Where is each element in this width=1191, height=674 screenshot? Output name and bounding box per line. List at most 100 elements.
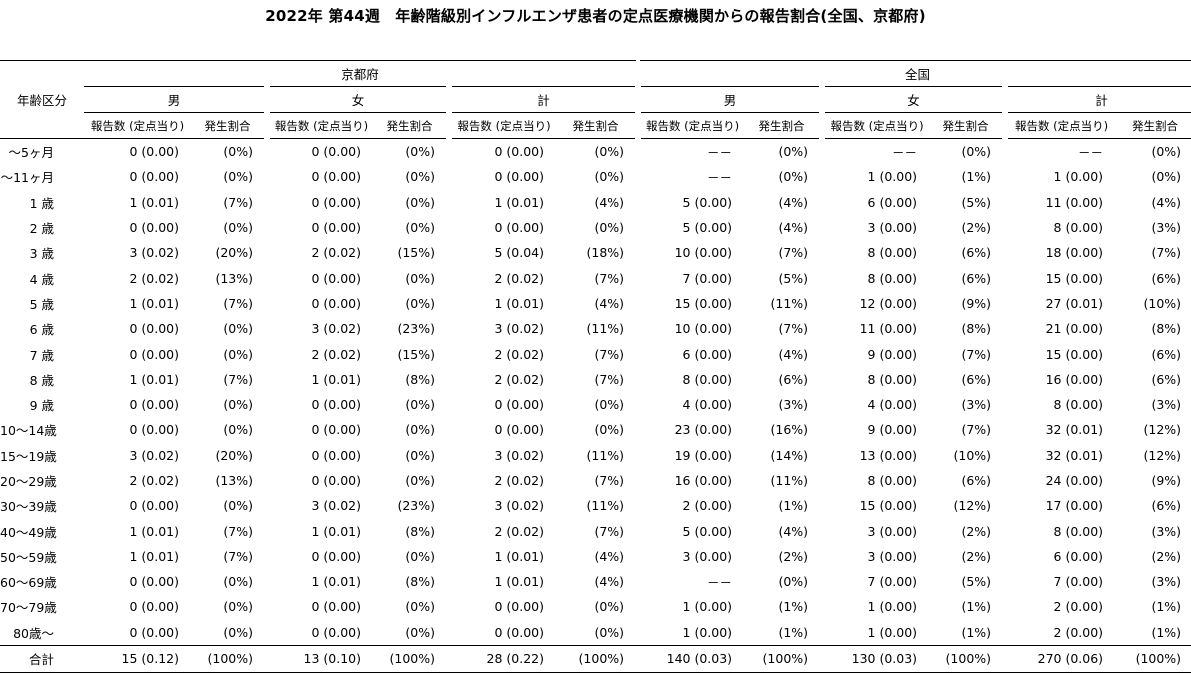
cell-kyoto-total-rate: (11%) [586,321,625,337]
cell-kyoto-male-rate: (100%) [191,644,267,673]
age-label: 3 歳 [29,246,54,262]
cell-national-female-rate: (3%) [961,397,992,413]
cell-kyoto-male-rate: (7%) [223,523,253,539]
cell-national-total-reports: 6 (0.00) [1053,548,1104,564]
age-label: 8 歳 [29,372,54,388]
cell-kyoto-female-rate: (15%) [397,245,435,261]
cell-kyoto-male-rate: (13%) [215,473,253,488]
cell-kyoto-female-rate: (15%) [397,346,435,362]
cell-national-total-reports: 17 (0.00) [1045,498,1104,514]
cell-national-female-rate: (7%) [961,346,992,362]
table-row: 60～69歳 0 (0.00) (0%) 1 (0.01) (8%) 1 (0.01) (4… [0,569,1191,594]
cell-national-female-reports: 8 (0.00) [867,371,918,387]
kyoto-total-header: 計 [445,86,639,113]
cell-national-total-rate: (100%) [1115,644,1191,673]
cell-kyoto-female-rate: (100%) [373,644,449,673]
cell-kyoto-total-reports: 2 (0.02) [494,346,544,362]
cell-kyoto-female-rate: (0%) [405,447,435,463]
cell-national-male-reports: 10 (0.00) [674,321,733,337]
cell-kyoto-total-rate: (4%) [594,548,625,564]
cell-kyoto-total-rate: (0%) [594,144,625,160]
cell-kyoto-total-rate: (18%) [586,245,625,261]
table-row: 8 歳 1 (0.01) (7%) 1 (0.01) (8%) 2 (0.02) (7%) 8… [0,367,1191,392]
cell-kyoto-female-reports: 0 (0.00) [311,397,361,413]
cell-kyoto-male-rate: (0%) [223,624,253,640]
cell-national-total-rate: (6%) [1151,498,1182,514]
cell-kyoto-total-rate: (0%) [594,220,625,236]
cell-kyoto-female-rate: (0%) [405,397,435,413]
cell-kyoto-male-rate: (0%) [223,220,253,236]
cell-national-female-reports: －－ [892,145,918,161]
cell-kyoto-total-reports: 1 (0.01) [494,548,544,564]
cell-kyoto-female-reports: 0 (0.00) [311,220,361,236]
cell-national-total-reports: 15 (0.00) [1045,270,1104,286]
cell-national-male-rate: (5%) [778,270,809,286]
age-label: 60～69歳 [0,575,57,591]
cell-kyoto-male-rate: (0%) [223,144,253,160]
cell-kyoto-total-reports: 0 (0.00) [494,422,544,438]
cell-kyoto-total-reports: 0 (0.00) [494,599,544,615]
cell-national-female-reports: 6 (0.00) [867,194,918,210]
cell-national-female-rate: (12%) [953,498,992,514]
cell-national-female-reports: 7 (0.00) [867,574,918,590]
cell-kyoto-total-rate: (0%) [594,624,625,640]
national-total-header: 計 [1002,86,1191,113]
cell-kyoto-total-reports: 2 (0.02) [494,371,544,387]
table-row: 40～49歳 1 (0.01) (7%) 1 (0.01) (8%) 2 (0.02) (7… [0,518,1191,543]
cell-kyoto-male-rate: (0%) [223,321,253,337]
cell-kyoto-male-reports: 0 (0.00) [129,169,179,185]
cell-national-female-reports: 15 (0.00) [859,498,918,514]
cell-national-female-rate: (7%) [961,422,992,438]
cell-kyoto-female-reports: 3 (0.02) [311,321,361,337]
age-label: 80歳～ [13,625,54,641]
age-label: 4 歳 [29,271,54,287]
cell-national-male-reports: 3 (0.00) [682,548,733,564]
cell-national-male-reports: 2 (0.00) [682,498,733,514]
cell-national-male-rate: (7%) [778,245,809,261]
table-row: 5 歳 1 (0.01) (7%) 0 (0.00) (0%) 1 (0.01) (4%) 1… [0,291,1191,316]
cell-kyoto-total-rate: (4%) [594,295,625,311]
age-label: 30～39歳 [0,499,57,515]
table-row: 15～19歳 3 (0.02) (20%) 0 (0.00) (0%) 3 (0.02) (… [0,443,1191,468]
cell-kyoto-total-reports: 2 (0.02) [494,270,544,286]
cell-national-male-reports: 8 (0.00) [682,371,733,387]
age-label: 20～29歳 [0,474,57,489]
cell-national-total-rate: (4%) [1151,194,1182,210]
cell-kyoto-male-rate: (0%) [223,422,253,438]
kyoto-female-rate-header: 発生割合 [373,112,449,139]
cell-national-total-rate: (12%) [1143,422,1182,438]
cell-kyoto-female-rate: (0%) [405,220,435,236]
cell-national-male-reports: 4 (0.00) [682,397,733,413]
cell-kyoto-female-rate: (0%) [405,270,435,286]
cell-national-female-rate: (2%) [961,220,992,236]
cell-national-male-reports: 140 (0.03) [638,644,745,673]
cell-national-female-reports: 13 (0.00) [859,447,918,463]
cell-kyoto-total-reports: 0 (0.00) [494,397,544,413]
cell-kyoto-total-rate: (11%) [586,498,625,514]
cell-kyoto-male-reports: 0 (0.00) [129,220,179,236]
cell-kyoto-female-rate: (8%) [405,371,435,387]
cell-national-female-rate: (2%) [961,548,992,564]
cell-national-total-reports: 16 (0.00) [1045,371,1104,387]
cell-national-female-reports: 12 (0.00) [859,295,918,311]
cell-national-female-reports: 4 (0.00) [867,397,918,413]
cell-national-total-reports: 8 (0.00) [1053,523,1104,539]
age-label: 50～59歳 [0,549,57,565]
cell-kyoto-male-reports: 0 (0.00) [129,321,179,337]
cell-kyoto-male-reports: 0 (0.00) [129,574,179,590]
cell-national-total-reports: 8 (0.00) [1053,220,1104,236]
cell-national-female-rate: (1%) [961,624,992,640]
cell-kyoto-male-rate: (20%) [215,245,253,261]
cell-national-female-rate: (6%) [961,270,992,286]
cell-national-female-rate: (5%) [961,194,992,210]
age-label: 9 歳 [29,398,54,414]
national-female-reports-header: 報告数 (定点当り) [819,112,930,139]
cell-national-total-rate: (3%) [1151,397,1182,413]
cell-kyoto-female-reports: 2 (0.02) [311,245,361,261]
cell-national-male-rate: (0%) [778,169,809,185]
cell-national-male-rate: (1%) [778,624,809,640]
influenza-report-table: 年齢区分 京都府 全国 男 女 計 男 女 計 報告数 (定点当り) 発生割合 … [0,60,1191,673]
table-row: 6 歳 0 (0.00) (0%) 3 (0.02) (23%) 3 (0.02) (11%… [0,316,1191,341]
cell-kyoto-male-reports: 1 (0.01) [129,371,179,387]
cell-kyoto-female-reports: 0 (0.00) [311,295,361,311]
